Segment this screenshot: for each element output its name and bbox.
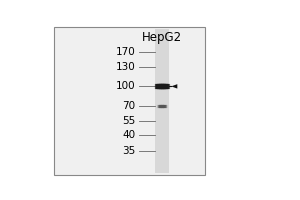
Text: 40: 40 bbox=[122, 130, 135, 140]
Text: 70: 70 bbox=[122, 101, 135, 111]
Text: 170: 170 bbox=[116, 47, 135, 57]
Bar bbox=[155, 29, 169, 173]
Text: 130: 130 bbox=[116, 62, 135, 72]
Bar bbox=[54, 27, 205, 175]
Text: 35: 35 bbox=[122, 146, 135, 156]
Polygon shape bbox=[171, 84, 177, 89]
Text: HepG2: HepG2 bbox=[142, 31, 182, 44]
Text: 100: 100 bbox=[116, 81, 135, 91]
Text: 55: 55 bbox=[122, 116, 135, 126]
